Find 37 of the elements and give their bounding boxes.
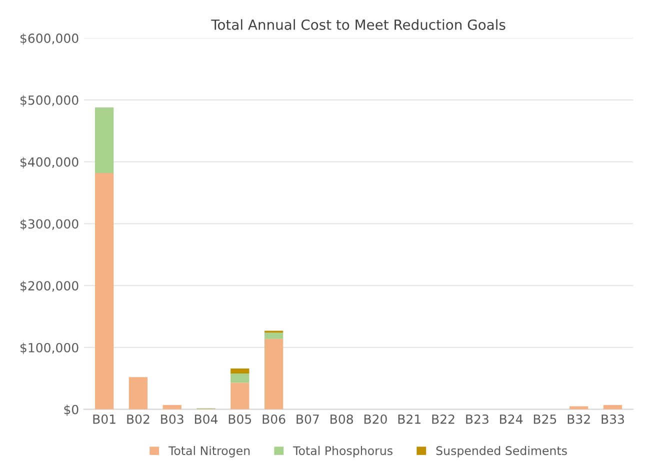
bar: [264, 332, 284, 339]
bar: [230, 373, 250, 383]
bar: [264, 338, 284, 410]
x-tick-label: B03: [161, 414, 184, 424]
bar: [230, 382, 250, 410]
x-tick-label: B21: [398, 414, 420, 424]
bar: [94, 107, 114, 173]
y-tick-label: $600,000: [20, 33, 78, 45]
x-tick-label: B06: [262, 414, 286, 424]
chart-title: Total Annual Cost to Meet Reduction Goals: [211, 19, 506, 30]
y-tick-label: $400,000: [20, 157, 78, 168]
x-tick-label: B32: [568, 414, 590, 424]
x-tick-label: B02: [127, 414, 150, 424]
legend-label: Suspended Sediments: [436, 446, 567, 458]
y-tick-label: $200,000: [20, 280, 78, 292]
bar: [603, 405, 622, 410]
bar: [230, 368, 250, 374]
y-tick-label: $100,000: [20, 342, 78, 354]
x-tick-label: B23: [466, 414, 488, 424]
x-tick-label: B24: [500, 414, 523, 424]
x-tick-label: B04: [194, 414, 218, 424]
x-tick-label: B33: [602, 414, 624, 424]
y-tick-label: $300,000: [20, 218, 78, 230]
x-tick-label: B22: [432, 414, 454, 424]
bar: [128, 377, 148, 410]
legend-label: Total Nitrogen: [168, 446, 250, 458]
y-tick-label: $0: [64, 404, 78, 416]
x-tick-label: B07: [296, 414, 319, 424]
y-tick-label: $500,000: [20, 95, 78, 107]
x-tick-label: B20: [364, 414, 387, 424]
x-tick-label: B08: [330, 414, 353, 424]
x-tick-label: B05: [228, 414, 252, 424]
bar: [162, 405, 182, 410]
bar: [94, 172, 114, 410]
legend-label: Total Phosphorus: [293, 446, 392, 458]
x-tick-label: B01: [93, 414, 116, 424]
x-tick-label: B25: [534, 414, 556, 424]
